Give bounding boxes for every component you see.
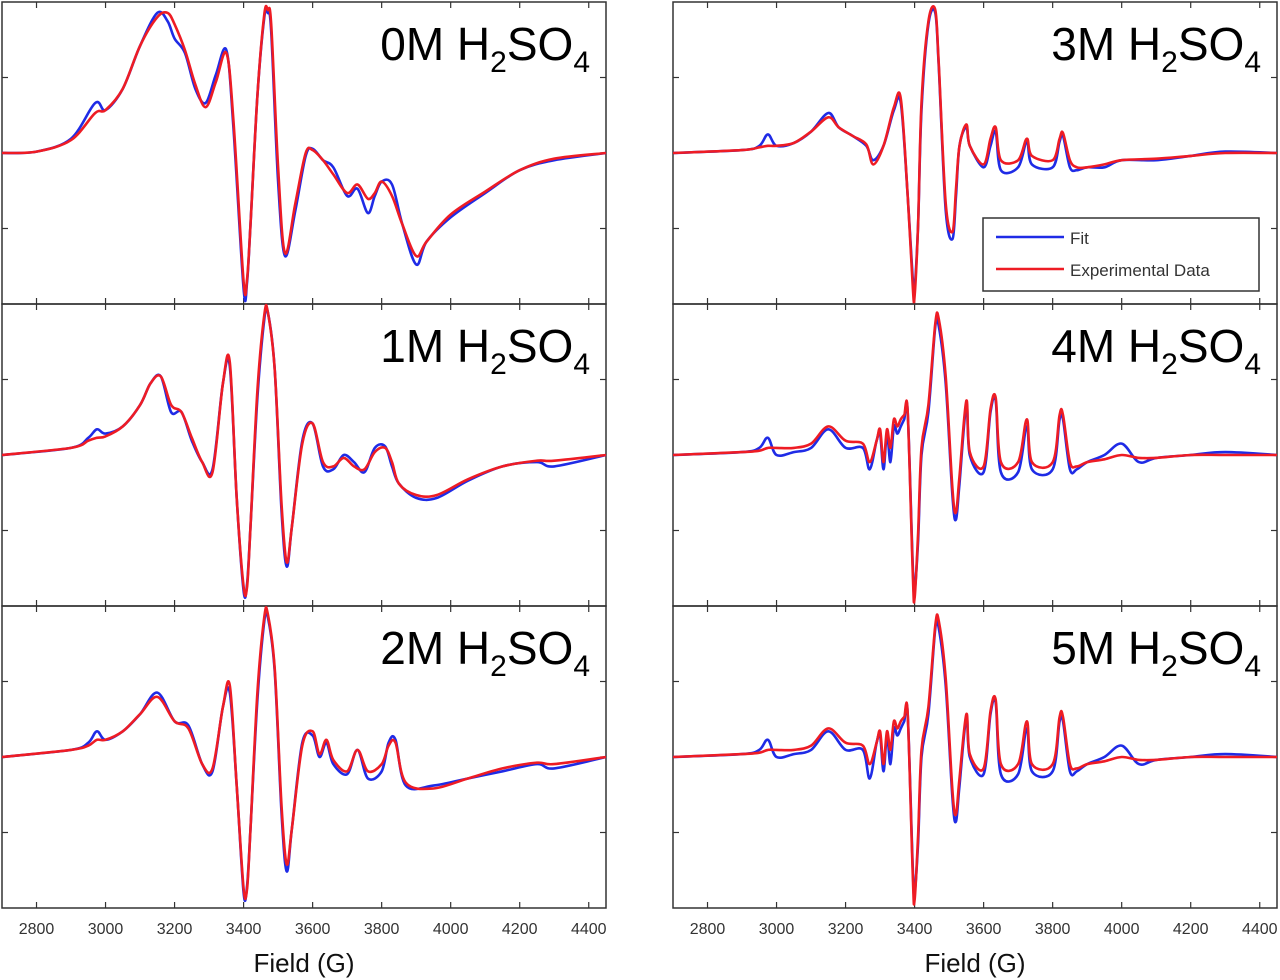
experimental-series-line	[1, 4, 607, 297]
title-text: SO	[1178, 622, 1244, 674]
title-text: SO	[1178, 18, 1244, 70]
title-subscript: 4	[573, 46, 590, 79]
legend-fit-label: Fit	[1070, 229, 1089, 248]
title-subscript: 4	[573, 650, 590, 683]
title-subscript: 2	[1161, 46, 1178, 79]
title-subscript: 2	[490, 348, 507, 381]
panel-5: 2800 3000 3200 3400 3600 3800 4000 4200 4400 Fiel…	[672, 605, 1278, 978]
title-text: 2M H	[380, 622, 490, 674]
title-text: 5M H	[1051, 622, 1161, 674]
x-tick-label: 3600	[966, 921, 1002, 938]
panel-title: 1M H2SO4	[380, 320, 590, 381]
title-text: SO	[507, 18, 573, 70]
x-tick-label: 4200	[502, 921, 538, 938]
x-tick-label: 3000	[88, 921, 124, 938]
x-tick-label: 3600	[295, 921, 331, 938]
legend-experimental-label: Experimental Data	[1070, 261, 1210, 280]
x-tick-label: 3800	[364, 921, 400, 938]
experimental-series-line	[672, 613, 1277, 906]
x-tick-label: 4400	[1242, 921, 1278, 938]
title-text: SO	[507, 320, 573, 372]
title-text: 4M H	[1051, 320, 1161, 372]
title-subscript: 2	[1161, 650, 1178, 683]
x-axis-label: Field (G)	[924, 948, 1025, 978]
title-subscript: 4	[1244, 46, 1261, 79]
x-tick-label: 4200	[1173, 921, 1209, 938]
panel-0: 0M H2SO4	[1, 1, 607, 305]
x-tick-label: 4400	[571, 921, 607, 938]
panel-title: 3M H2SO4	[1051, 18, 1261, 79]
title-text: 1M H	[380, 320, 490, 372]
panel-title: 4M H2SO4	[1051, 320, 1261, 381]
title-subscript: 2	[490, 46, 507, 79]
x-tick-label: 2800	[19, 921, 55, 938]
title-subscript: 4	[1244, 650, 1261, 683]
title-text: SO	[507, 622, 573, 674]
title-subscript: 4	[573, 348, 590, 381]
x-tick-label: 4000	[433, 921, 469, 938]
x-tick-label: 2800	[690, 921, 726, 938]
title-subscript: 2	[490, 650, 507, 683]
legend: Fit Experimental Data	[982, 217, 1260, 292]
legend-box	[982, 217, 1260, 292]
experimental-series-line	[1, 606, 607, 901]
x-tick-label: 3200	[157, 921, 193, 938]
experimental-series-line	[672, 5, 1278, 305]
title-text: 0M H	[380, 18, 490, 70]
title-subscript: 2	[1161, 348, 1178, 381]
x-tick-label: 3200	[828, 921, 864, 938]
panel-4: 4M H2SO4	[672, 303, 1278, 607]
x-tick-label: 4000	[1104, 921, 1140, 938]
panel-title: 5M H2SO4	[1051, 622, 1261, 683]
experimental-series-line	[672, 311, 1277, 604]
x-tick-label: 3800	[1035, 921, 1071, 938]
panel-title: 0M H2SO4	[380, 18, 590, 79]
x-tick-label: 3000	[759, 921, 795, 938]
experimental-series-line	[1, 303, 607, 598]
title-subscript: 4	[1244, 348, 1261, 381]
x-tick-label: 3400	[897, 921, 933, 938]
panel-title: 2M H2SO4	[380, 622, 590, 683]
x-tick-label: 3400	[226, 921, 262, 938]
title-text: 3M H	[1051, 18, 1161, 70]
x-axis-label: Field (G)	[253, 948, 354, 978]
title-text: SO	[1178, 320, 1244, 372]
panel-2: 2800 3000 3200 3400 3600 3800 4000 4200 4400 Fiel…	[1, 605, 607, 978]
